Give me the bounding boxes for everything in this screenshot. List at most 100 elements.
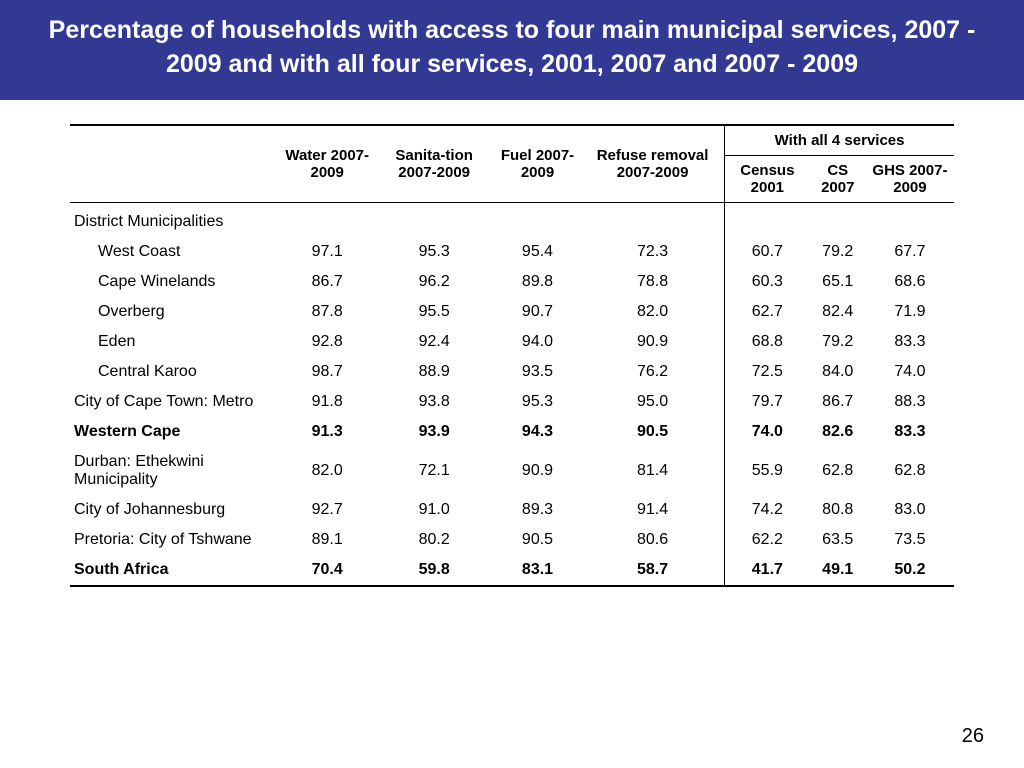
row-label: City of Johannesburg: [70, 495, 280, 525]
cell-refuse: 80.6: [581, 525, 725, 555]
cell-cs2007: 65.1: [810, 267, 866, 297]
table-row: Overberg87.895.590.782.062.782.471.9: [70, 297, 954, 327]
cell-sani: 72.1: [374, 447, 494, 495]
cell-water: 98.7: [280, 357, 374, 387]
cell-c2001: 55.9: [725, 447, 810, 495]
cell-sani: 93.9: [374, 417, 494, 447]
cell-c2001: 74.0: [725, 417, 810, 447]
cell-c2001: 62.7: [725, 297, 810, 327]
section-header-label: District Municipalities: [70, 202, 725, 237]
cell-ghs: 50.2: [866, 555, 954, 586]
table-row: Pretoria: City of Tshwane89.180.290.580.…: [70, 525, 954, 555]
cell-cs2007: 82.6: [810, 417, 866, 447]
table-row: West Coast97.195.395.472.360.779.267.7: [70, 237, 954, 267]
row-label: Western Cape: [70, 417, 280, 447]
cell-ghs: 68.6: [866, 267, 954, 297]
row-label: Central Karoo: [70, 357, 280, 387]
cell-water: 82.0: [280, 447, 374, 495]
cell-ghs: 62.8: [866, 447, 954, 495]
col-ghs: GHS 2007-2009: [866, 155, 954, 202]
cell-c2001: 60.3: [725, 267, 810, 297]
cell-cs2007: 79.2: [810, 327, 866, 357]
col-fuel: Fuel 2007-2009: [494, 125, 581, 203]
cell-water: 89.1: [280, 525, 374, 555]
table-row: South Africa70.459.883.158.741.749.150.2: [70, 555, 954, 586]
col-cs2007: CS 2007: [810, 155, 866, 202]
table-row: Cape Winelands86.796.289.878.860.365.168…: [70, 267, 954, 297]
table-header: Water 2007-2009 Sanita-tion 2007-2009 Fu…: [70, 125, 954, 203]
row-label: Pretoria: City of Tshwane: [70, 525, 280, 555]
cell-fuel: 83.1: [494, 555, 581, 586]
row-label: Cape Winelands: [70, 267, 280, 297]
row-label: South Africa: [70, 555, 280, 586]
cell-cs2007: 86.7: [810, 387, 866, 417]
cell-cs2007: 62.8: [810, 447, 866, 495]
cell-refuse: 72.3: [581, 237, 725, 267]
cell-fuel: 90.9: [494, 447, 581, 495]
cell-cs2007: 82.4: [810, 297, 866, 327]
cell-c2001: 68.8: [725, 327, 810, 357]
col-refuse: Refuse removal 2007-2009: [581, 125, 725, 203]
cell-sani: 91.0: [374, 495, 494, 525]
cell-refuse: 90.5: [581, 417, 725, 447]
cell-refuse: 81.4: [581, 447, 725, 495]
col-all4-group: With all 4 services: [725, 125, 954, 156]
table-row: City of Johannesburg92.791.089.391.474.2…: [70, 495, 954, 525]
cell-fuel: 95.3: [494, 387, 581, 417]
cell-water: 87.8: [280, 297, 374, 327]
col-water: Water 2007-2009: [280, 125, 374, 203]
cell-refuse: 58.7: [581, 555, 725, 586]
cell-sani: 96.2: [374, 267, 494, 297]
cell-fuel: 93.5: [494, 357, 581, 387]
cell-water: 91.8: [280, 387, 374, 417]
cell-cs2007: 80.8: [810, 495, 866, 525]
row-label: Durban: Ethekwini Municipality: [70, 447, 280, 495]
cell-sani: 93.8: [374, 387, 494, 417]
cell-sani: 80.2: [374, 525, 494, 555]
cell-cs2007: 79.2: [810, 237, 866, 267]
cell-cs2007: 84.0: [810, 357, 866, 387]
table-row: Durban: Ethekwini Municipality82.072.190…: [70, 447, 954, 495]
cell-c2001: 41.7: [725, 555, 810, 586]
cell-water: 92.7: [280, 495, 374, 525]
cell-sani: 95.5: [374, 297, 494, 327]
cell-water: 70.4: [280, 555, 374, 586]
cell-ghs: 83.3: [866, 327, 954, 357]
cell-refuse: 91.4: [581, 495, 725, 525]
cell-cs2007: 63.5: [810, 525, 866, 555]
cell-refuse: 76.2: [581, 357, 725, 387]
cell-fuel: 94.3: [494, 417, 581, 447]
row-label: Overberg: [70, 297, 280, 327]
col-sanitation: Sanita-tion 2007-2009: [374, 125, 494, 203]
cell-c2001: 74.2: [725, 495, 810, 525]
cell-ghs: 88.3: [866, 387, 954, 417]
cell-water: 97.1: [280, 237, 374, 267]
cell-ghs: 67.7: [866, 237, 954, 267]
cell-c2001: 60.7: [725, 237, 810, 267]
services-table: Water 2007-2009 Sanita-tion 2007-2009 Fu…: [70, 124, 954, 587]
cell-cs2007: 49.1: [810, 555, 866, 586]
table-body: District MunicipalitiesWest Coast97.195.…: [70, 202, 954, 586]
col-census2001: Census 2001: [725, 155, 810, 202]
table-row: Central Karoo98.788.993.576.272.584.074.…: [70, 357, 954, 387]
table-row: City of Cape Town: Metro91.893.895.395.0…: [70, 387, 954, 417]
page-number: 26: [962, 725, 984, 748]
cell-water: 86.7: [280, 267, 374, 297]
col-blank: [70, 125, 280, 203]
cell-sani: 88.9: [374, 357, 494, 387]
section-header-spacer: [725, 202, 954, 237]
cell-fuel: 90.5: [494, 525, 581, 555]
row-label: City of Cape Town: Metro: [70, 387, 280, 417]
cell-water: 92.8: [280, 327, 374, 357]
row-label: West Coast: [70, 237, 280, 267]
cell-refuse: 90.9: [581, 327, 725, 357]
cell-refuse: 82.0: [581, 297, 725, 327]
cell-sani: 95.3: [374, 237, 494, 267]
cell-ghs: 73.5: [866, 525, 954, 555]
cell-ghs: 83.3: [866, 417, 954, 447]
table-row: Eden92.892.494.090.968.879.283.3: [70, 327, 954, 357]
table-container: Water 2007-2009 Sanita-tion 2007-2009 Fu…: [0, 100, 1024, 587]
cell-sani: 59.8: [374, 555, 494, 586]
cell-refuse: 95.0: [581, 387, 725, 417]
cell-ghs: 83.0: [866, 495, 954, 525]
